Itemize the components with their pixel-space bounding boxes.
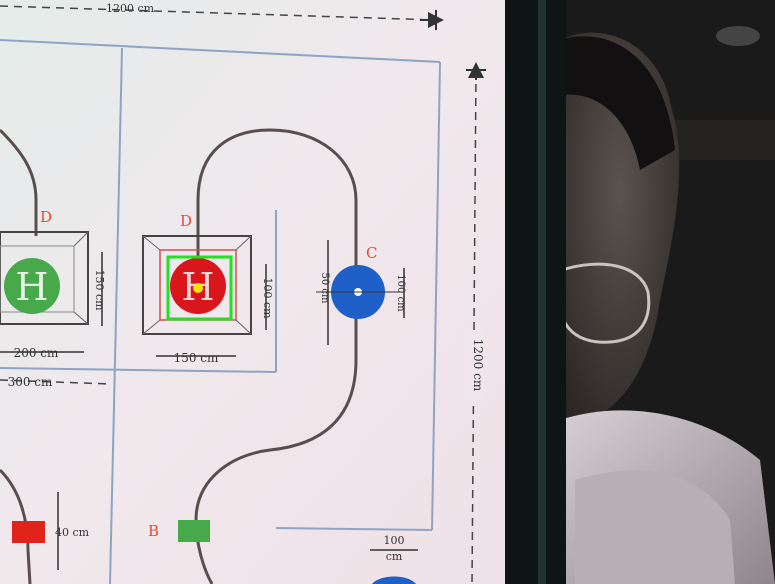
- ceiling-light: [716, 26, 760, 46]
- point-c-label: C: [366, 244, 377, 262]
- green-helipad-icon: [4, 258, 60, 314]
- left-helipad-area: H D 150 cm 200 cm 300 cm: [0, 208, 106, 389]
- green-marker-b: [178, 520, 210, 542]
- person-arm: [575, 470, 735, 584]
- bottom-markers: 40 cm B 100 cm: [12, 492, 418, 584]
- detection-center-dot: [193, 283, 203, 293]
- point-d-left-label: D: [40, 208, 52, 226]
- point-b-label: B: [148, 522, 159, 540]
- left-pad-height-label: 150 cm: [93, 269, 106, 311]
- center-pad-width-label: 150 cm: [174, 351, 219, 365]
- circle-outer-label: 100 cm: [395, 274, 406, 312]
- monitor-bezel: [500, 0, 566, 584]
- person: [560, 32, 775, 584]
- top-dimension-label: 1200 cm: [106, 2, 155, 15]
- glasses-icon: [560, 262, 651, 344]
- marker-height-label: 40 cm: [55, 526, 90, 539]
- offset-300-label: 300 cm: [8, 375, 53, 389]
- left-pad-width-label: 200 cm: [14, 346, 59, 360]
- point-d-center-label: D: [180, 212, 192, 230]
- bottom-blue-circle-icon: [372, 576, 416, 584]
- red-marker: [12, 521, 45, 543]
- map-boundaries: [0, 39, 441, 584]
- monitor-edge: [538, 0, 546, 584]
- track-path: [0, 128, 358, 584]
- map-sheet: [0, 0, 505, 584]
- center-pad-height-label: 100 cm: [261, 277, 274, 319]
- right-dimension-bg: [464, 330, 484, 400]
- point-c-area: 50 cm 100 cm C: [316, 240, 406, 345]
- bottom-dimension-unit: cm: [386, 550, 403, 563]
- room-furniture: [660, 120, 775, 160]
- green-helipad-glyph: H: [15, 265, 48, 309]
- circle-inner-label: 50 cm: [319, 273, 330, 305]
- detection-box: [166, 255, 233, 321]
- right-dimension-label: 1200 cm: [471, 339, 485, 392]
- dimension-lines: [0, 5, 477, 584]
- bottom-dimension-value: 100: [384, 534, 405, 547]
- person-hair: [560, 36, 675, 170]
